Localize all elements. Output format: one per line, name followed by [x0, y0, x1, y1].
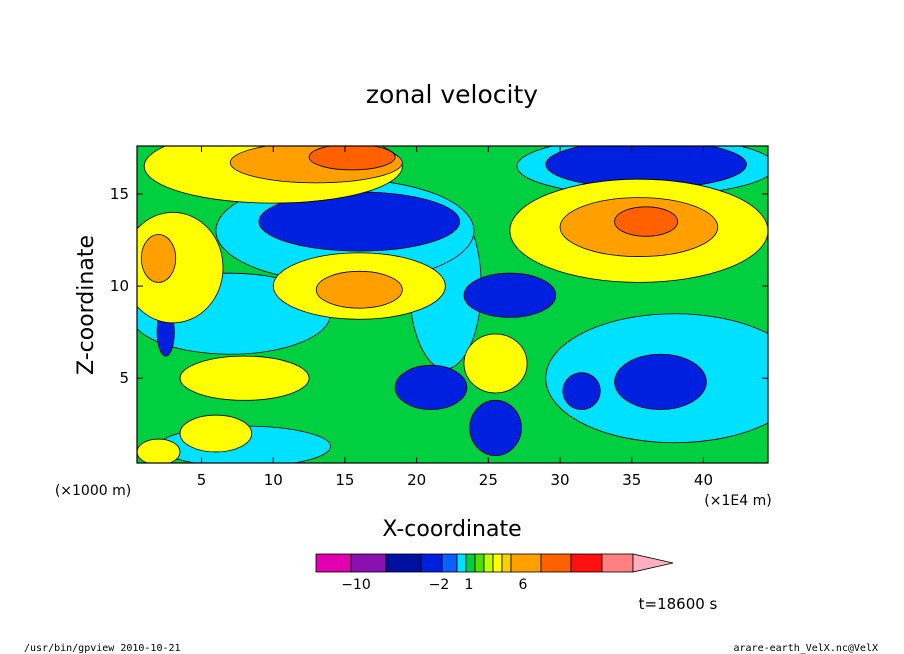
footer-right: arare-earth_VelX.nc@VelX: [734, 643, 879, 654]
field-region-16: [179, 355, 310, 401]
x-axis-ticks: 5 10 15 20 25 30 35 40: [197, 146, 713, 489]
colorbar-swatch: [474, 553, 485, 573]
colorbar-swatch: [456, 553, 467, 573]
colorbar-swatch: [540, 553, 572, 573]
plot-area: [137, 146, 768, 463]
time-label: t=18600 s: [639, 595, 718, 613]
field-region-9: [463, 272, 557, 318]
x-tick-label: 5: [197, 471, 207, 489]
colorbar-tick-label: −2: [429, 577, 450, 593]
colorbar-swatch: [420, 553, 443, 573]
y-tick-label: 15: [110, 185, 129, 203]
colorbar: [315, 553, 674, 573]
x-tick-label: 15: [335, 471, 354, 489]
colorbar-tick-labels: −10 −2 1 6: [341, 577, 527, 593]
x-tick-label: 25: [479, 471, 498, 489]
field-region-10: [614, 353, 707, 410]
colorbar-tick-label: −10: [341, 577, 371, 593]
x-axis-label: X-coordinate: [382, 517, 521, 542]
x-tick-label: 35: [622, 471, 641, 489]
colorbar-swatch: [510, 553, 542, 573]
plot-frame: [136, 145, 769, 464]
colorbar-swatch: [570, 553, 603, 573]
colorbar-swatch: [492, 553, 503, 573]
field-region-25: [315, 270, 403, 309]
colorbar-swatch: [350, 553, 387, 573]
x-tick-label: 10: [264, 471, 283, 489]
chart-title: zonal velocity: [366, 80, 538, 109]
y-axis-unit: (×1000 m): [55, 483, 131, 499]
colorbar-tick-label: 6: [519, 577, 528, 593]
x-tick-label: 40: [694, 471, 713, 489]
field-region-13: [394, 364, 468, 410]
colorbar-swatch: [601, 553, 634, 573]
y-tick-label: 5: [119, 369, 129, 387]
field-region-15: [179, 414, 253, 453]
y-axis-ticks: 5 10 15: [110, 185, 768, 387]
x-tick-label: 30: [551, 471, 570, 489]
field-region-12: [469, 399, 522, 457]
y-tick-label: 10: [110, 277, 129, 295]
field-region-27: [308, 146, 396, 171]
field-region-26: [140, 234, 177, 283]
y-axis-label: Z-coordinate: [74, 235, 99, 375]
colorbar-extend-arrow: [632, 553, 674, 573]
colorbar-swatch: [315, 553, 352, 573]
x-tick-label: 20: [407, 471, 426, 489]
field-region-21: [463, 333, 528, 394]
field-region-28: [614, 206, 679, 237]
footer-left: /usr/bin/gpview 2010-10-21: [24, 643, 181, 654]
colorbar-swatch: [501, 553, 512, 573]
colorbar-tick-label: 1: [465, 577, 474, 593]
colorbar-swatch: [441, 553, 458, 573]
colorbar-swatch: [483, 553, 494, 573]
x-axis-unit: (×1E4 m): [704, 493, 771, 509]
colorbar-swatch: [465, 553, 476, 573]
field-region-22: [137, 438, 181, 463]
field-region-11: [562, 372, 601, 410]
colorbar-swatch: [385, 553, 422, 573]
